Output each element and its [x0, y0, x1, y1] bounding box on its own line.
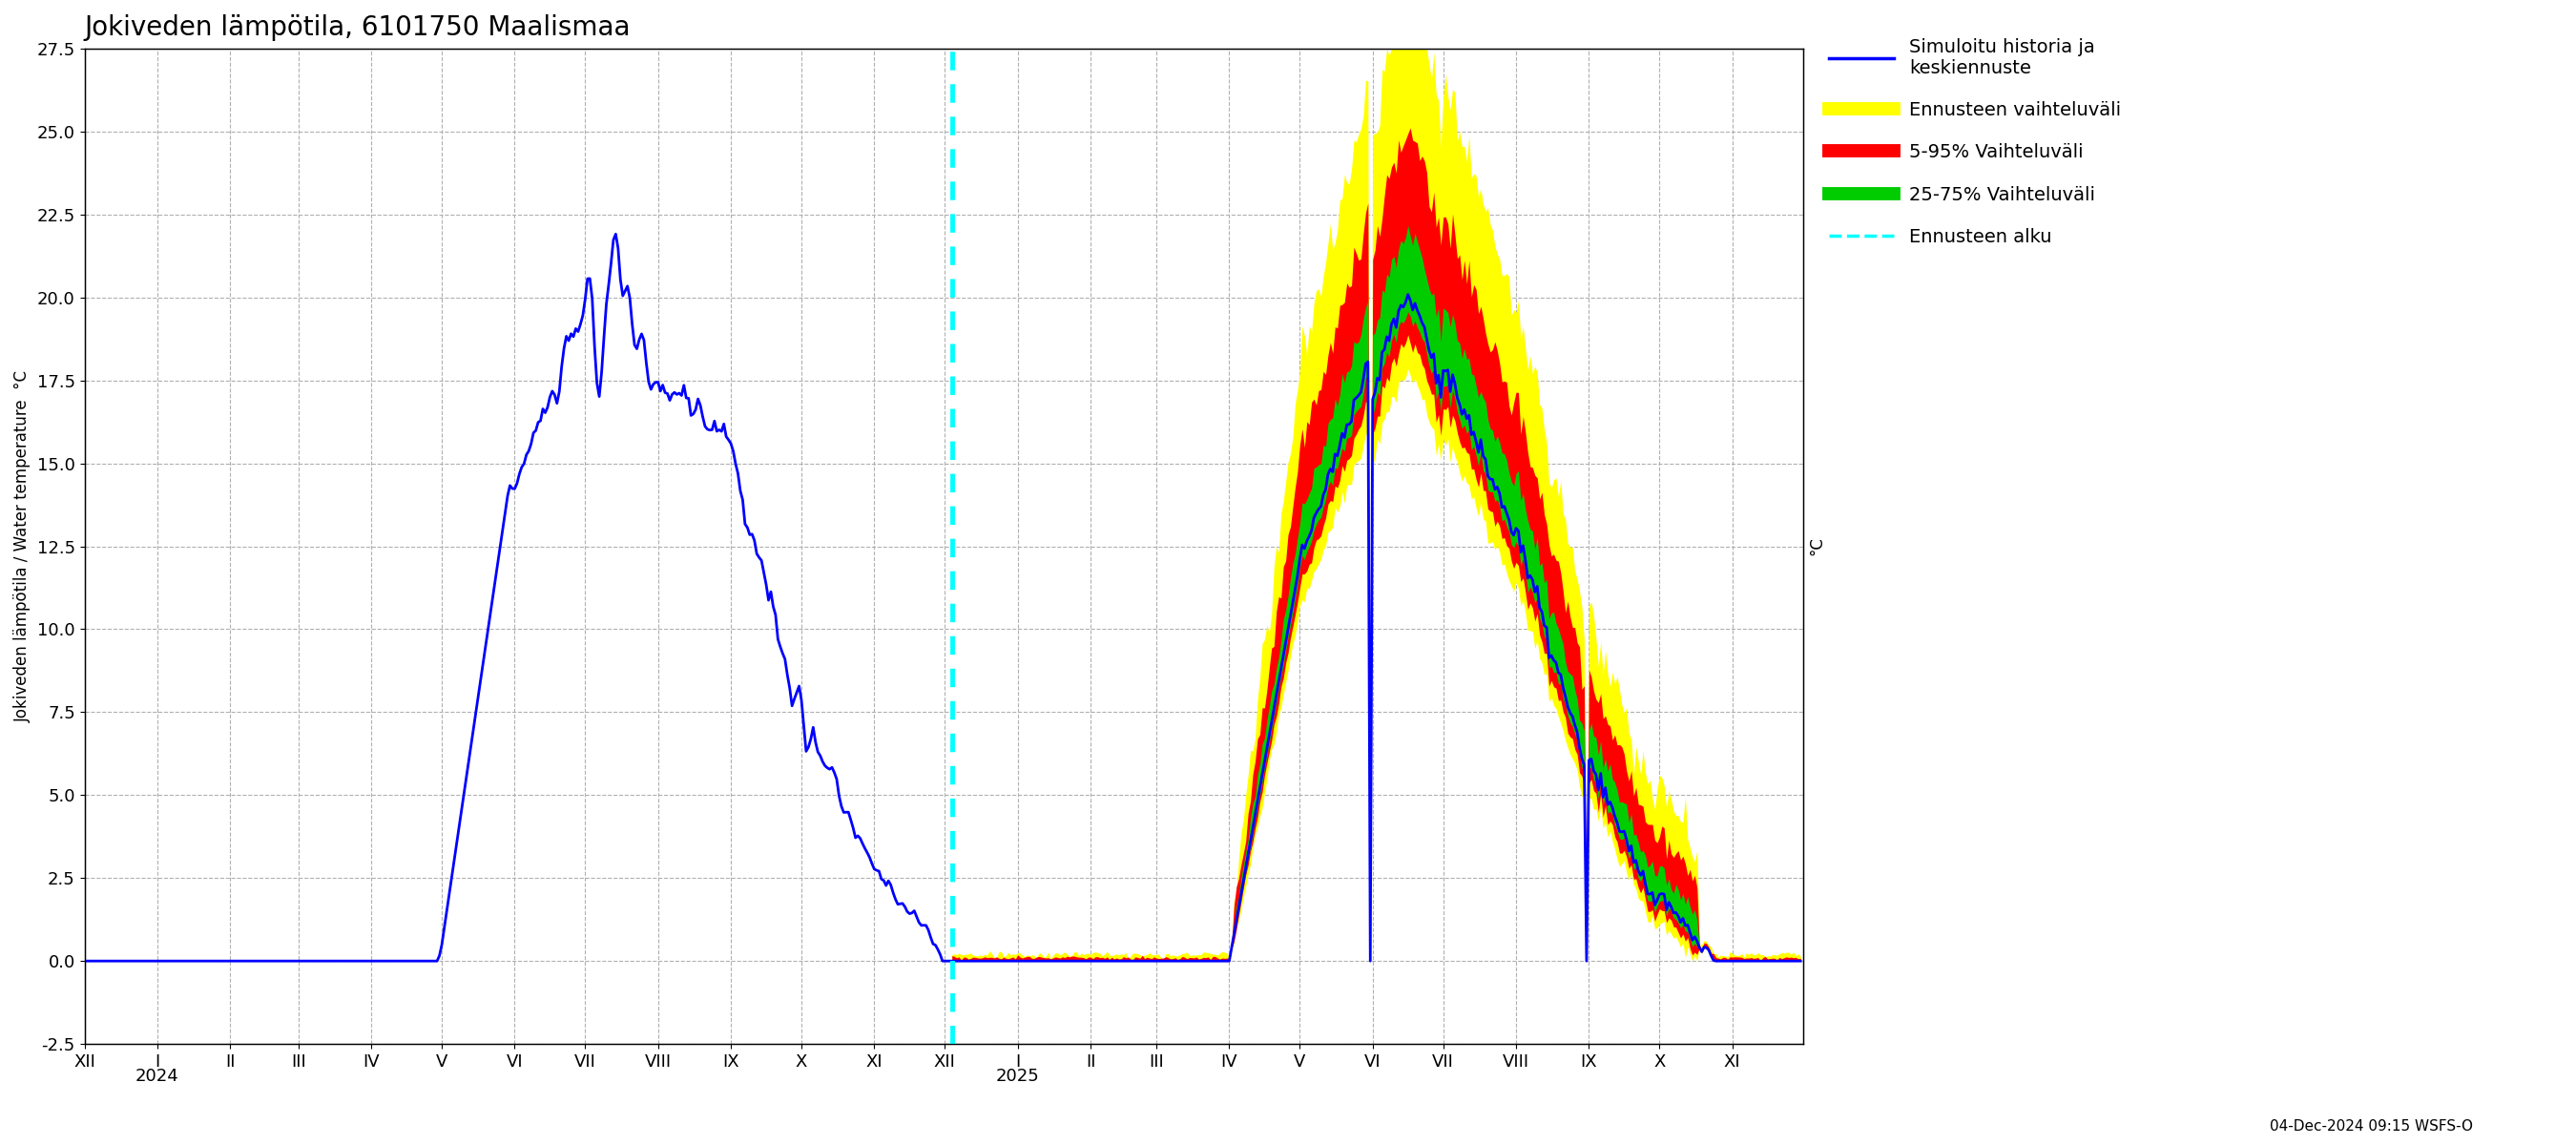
Text: 2024: 2024 — [137, 1067, 180, 1085]
Text: 2025: 2025 — [997, 1067, 1041, 1085]
Y-axis label: Jokiveden lämpötila / Water temperature  °C: Jokiveden lämpötila / Water temperature … — [15, 370, 31, 722]
Y-axis label: °C: °C — [1808, 537, 1826, 555]
Text: Jokiveden lämpötila, 6101750 Maalismaa: Jokiveden lämpötila, 6101750 Maalismaa — [85, 14, 631, 41]
Text: 04-Dec-2024 09:15 WSFS-O: 04-Dec-2024 09:15 WSFS-O — [2269, 1120, 2473, 1134]
Legend: Simuloitu historia ja
keskiennuste, Ennusteen vaihteluväli, 5-95% Vaihteluväli, : Simuloitu historia ja keskiennuste, Ennu… — [1829, 38, 2120, 246]
